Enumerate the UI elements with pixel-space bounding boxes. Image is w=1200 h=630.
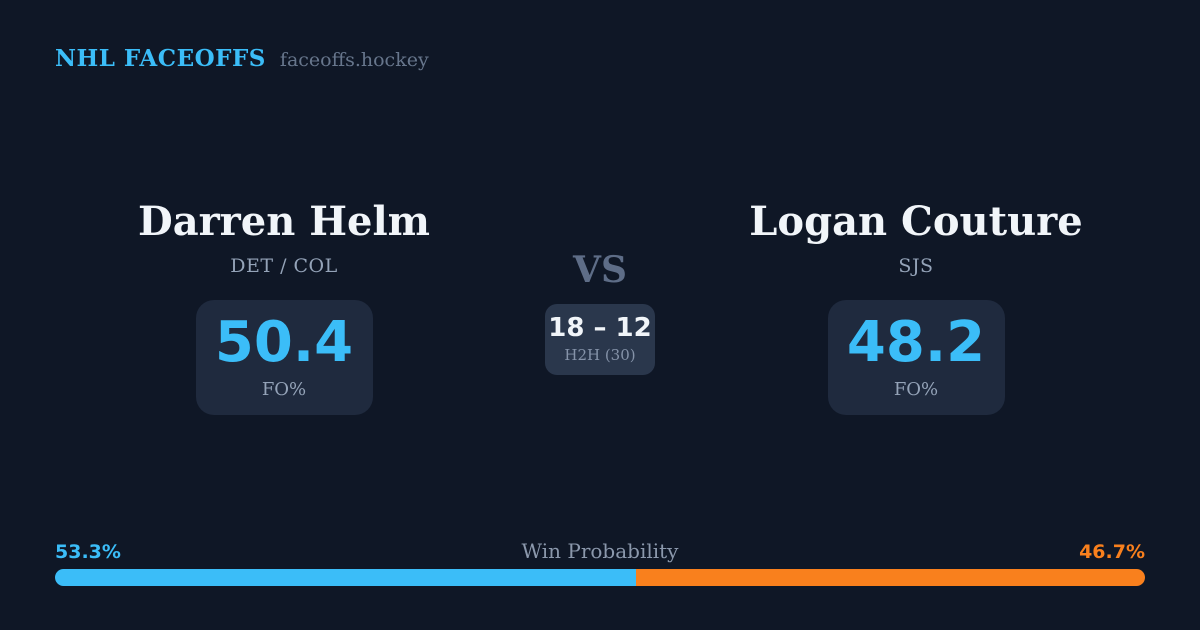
player-right-faceoff-pct: 48.2 [846, 310, 986, 375]
header: NHL FACEOFFS faceoffs.hockey [55, 45, 429, 72]
site-domain: faceoffs.hockey [279, 49, 429, 71]
player-right-column: Logan Couture SJS 48.2 FO% [687, 196, 1145, 415]
brand-title: NHL FACEOFFS [55, 45, 266, 72]
vs-label: VS [573, 249, 627, 291]
player-right-name: Logan Couture [749, 198, 1083, 245]
head-to-head-score: 18 – 12 [548, 313, 652, 343]
player-right-stat-label: FO% [893, 379, 939, 400]
win-probability-labels: 53.3% Win Probability 46.7% [55, 539, 1145, 563]
player-left-name: Darren Helm [138, 198, 430, 245]
win-probability-title: Win Probability [521, 539, 679, 563]
player-right-stat-card: 48.2 FO% [827, 300, 1005, 415]
win-probability-bar-right-segment [635, 569, 1145, 586]
player-right-teams: SJS [898, 255, 934, 277]
head-to-head-label: H2H (30) [564, 346, 636, 364]
win-probability-bar [55, 569, 1145, 586]
player-left-stat-card: 50.4 FO% [195, 300, 373, 415]
matchup-row: Darren Helm DET / COL 50.4 FO% VS 18 – 1… [55, 196, 1145, 415]
player-left-stat-label: FO% [261, 379, 307, 400]
versus-column: VS 18 – 12 H2H (30) [513, 196, 687, 415]
player-left-teams: DET / COL [230, 255, 338, 277]
player-left-faceoff-pct: 50.4 [214, 310, 354, 375]
win-probability-right-value: 46.7% [1079, 541, 1145, 563]
win-probability-bar-left-segment [55, 569, 636, 586]
player-left-column: Darren Helm DET / COL 50.4 FO% [55, 196, 513, 415]
head-to-head-card: 18 – 12 H2H (30) [545, 304, 655, 375]
win-probability-left-value: 53.3% [55, 541, 121, 563]
